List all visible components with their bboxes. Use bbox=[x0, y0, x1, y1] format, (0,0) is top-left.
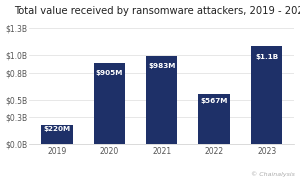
Bar bbox=[251, 46, 282, 144]
Text: $567M: $567M bbox=[200, 98, 228, 104]
Bar bbox=[146, 56, 178, 144]
Bar bbox=[41, 125, 73, 144]
Text: © Chainalysis: © Chainalysis bbox=[250, 172, 294, 177]
Bar bbox=[94, 63, 125, 144]
Text: $905M: $905M bbox=[96, 70, 123, 76]
Text: $220M: $220M bbox=[43, 126, 70, 132]
Bar bbox=[199, 94, 230, 144]
Title: Total value received by ransomware attackers, 2019 - 2023: Total value received by ransomware attac… bbox=[14, 6, 300, 16]
Text: $983M: $983M bbox=[148, 63, 175, 69]
Text: $1.1B: $1.1B bbox=[255, 54, 278, 60]
